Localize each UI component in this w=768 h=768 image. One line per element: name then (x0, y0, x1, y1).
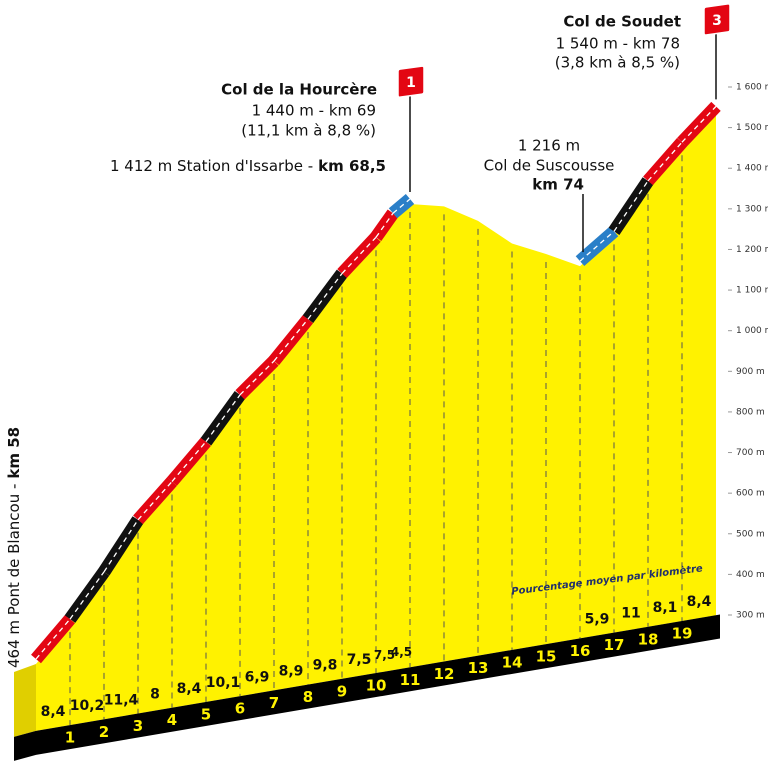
gradient-band (133, 477, 177, 525)
gradient-label: 9,8 (313, 658, 338, 674)
summit-info: 1 540 m - km 78 (556, 35, 680, 53)
gradient-band (643, 137, 687, 186)
gradient-label: 7,5 (374, 648, 395, 662)
y-tick-label: 1 300 m (736, 204, 768, 214)
gradient-dash (579, 230, 615, 262)
km-label: 4 (167, 711, 177, 729)
start-km: km 58 (5, 427, 23, 479)
km-label: 7 (269, 694, 279, 712)
gradient-band (337, 232, 381, 278)
km-label: 13 (468, 659, 489, 677)
y-tick-label: 1 000 m (736, 326, 768, 336)
km-label: 8 (303, 688, 313, 706)
km-label: 2 (99, 723, 109, 741)
km-label: 17 (604, 636, 625, 654)
gradient-dash (69, 571, 105, 620)
pass-name: Col de Suscousse (484, 157, 615, 175)
km-label: 3 (133, 717, 143, 735)
km-label: 5 (201, 705, 211, 723)
gradient-dash (375, 212, 394, 238)
station-km: km 68,5 (318, 157, 386, 175)
gradient-label: 11 (621, 606, 640, 622)
y-tick-label: 300 m (736, 611, 765, 621)
gradient-label: 6,9 (245, 669, 270, 685)
km-label: 1 (65, 729, 75, 747)
flag (397, 65, 425, 98)
gradient-band (167, 437, 211, 486)
y-tick-label: 500 m (736, 529, 765, 539)
y-tick-label: 400 m (736, 570, 765, 580)
gradient-label: 8,4 (177, 681, 202, 697)
gradient-label: 8 (150, 687, 160, 703)
gradient-label: 10,2 (70, 698, 105, 714)
summit-info: (3,8 km à 8,5 %) (555, 54, 680, 72)
y-tick-label: 700 m (736, 448, 765, 458)
km-label: 16 (570, 642, 591, 660)
km-label: 12 (434, 665, 455, 683)
y-tick-label: 600 m (736, 489, 765, 499)
station-label: 1 412 m Station d'Issarbe - km 68,5 (110, 157, 386, 175)
gradient-label: 8,4 (41, 704, 66, 720)
km-label: 9 (337, 682, 347, 700)
gradient-label: 7,5 (347, 652, 372, 668)
gradient-dash (392, 198, 411, 214)
km-label: 14 (502, 653, 523, 671)
gradient-label: 8,4 (687, 594, 712, 610)
gradient-label: 10,1 (206, 675, 241, 691)
y-tick-label: 1 500 m (736, 123, 768, 133)
station-text: 1 412 m Station d'Issarbe - (110, 157, 313, 175)
gradient-label: 5,9 (585, 611, 610, 627)
flag (703, 3, 731, 36)
km-label: 11 (400, 671, 421, 689)
front-strip (14, 730, 36, 761)
y-tick-label: 1 200 m (736, 245, 768, 255)
y-tick-label: 1 400 m (736, 164, 768, 174)
km-label: 15 (536, 648, 557, 666)
y-tick-label: 1 600 m (736, 83, 768, 93)
km-label: 6 (235, 700, 245, 718)
gradient-dash (307, 273, 343, 320)
gradient-label: 4,5 (391, 645, 412, 659)
summit-info: (11,1 km à 8,8 %) (241, 122, 376, 140)
pass-km: km 74 (532, 176, 584, 194)
y-tick-label: 800 m (736, 407, 765, 417)
gradient-label: 8,1 (653, 600, 678, 616)
start-label: 464 m Pont de Blancou - km 58 (5, 427, 23, 668)
summit-name: Col de Soudet (563, 13, 681, 31)
km-label: 19 (672, 625, 693, 643)
gradient-label: 8,9 (279, 663, 304, 679)
gradient-dash (103, 519, 139, 573)
front-face (14, 663, 36, 737)
km-label: 10 (366, 677, 387, 695)
gradient-dash (239, 360, 275, 396)
base-strip (36, 614, 720, 755)
summit-info: 1 440 m - km 69 (252, 102, 376, 120)
start-text: 464 m Pont de Blancou - (5, 484, 23, 668)
flag-number: 3 (712, 13, 722, 29)
y-tick-label: 1 100 m (736, 286, 768, 296)
y-tick-label: 900 m (736, 367, 765, 377)
gradient-band (268, 315, 314, 366)
pass-elevation: 1 216 m (518, 137, 580, 155)
summit-name: Col de la Hourcère (221, 81, 377, 99)
gradient-label: 11,4 (104, 692, 139, 708)
gradient-dash (205, 394, 241, 443)
km-label: 18 (638, 630, 659, 648)
gradient-band (31, 614, 75, 664)
flag-number: 1 (406, 75, 416, 91)
gradient-dash (613, 180, 649, 232)
gradient-band (677, 101, 721, 147)
